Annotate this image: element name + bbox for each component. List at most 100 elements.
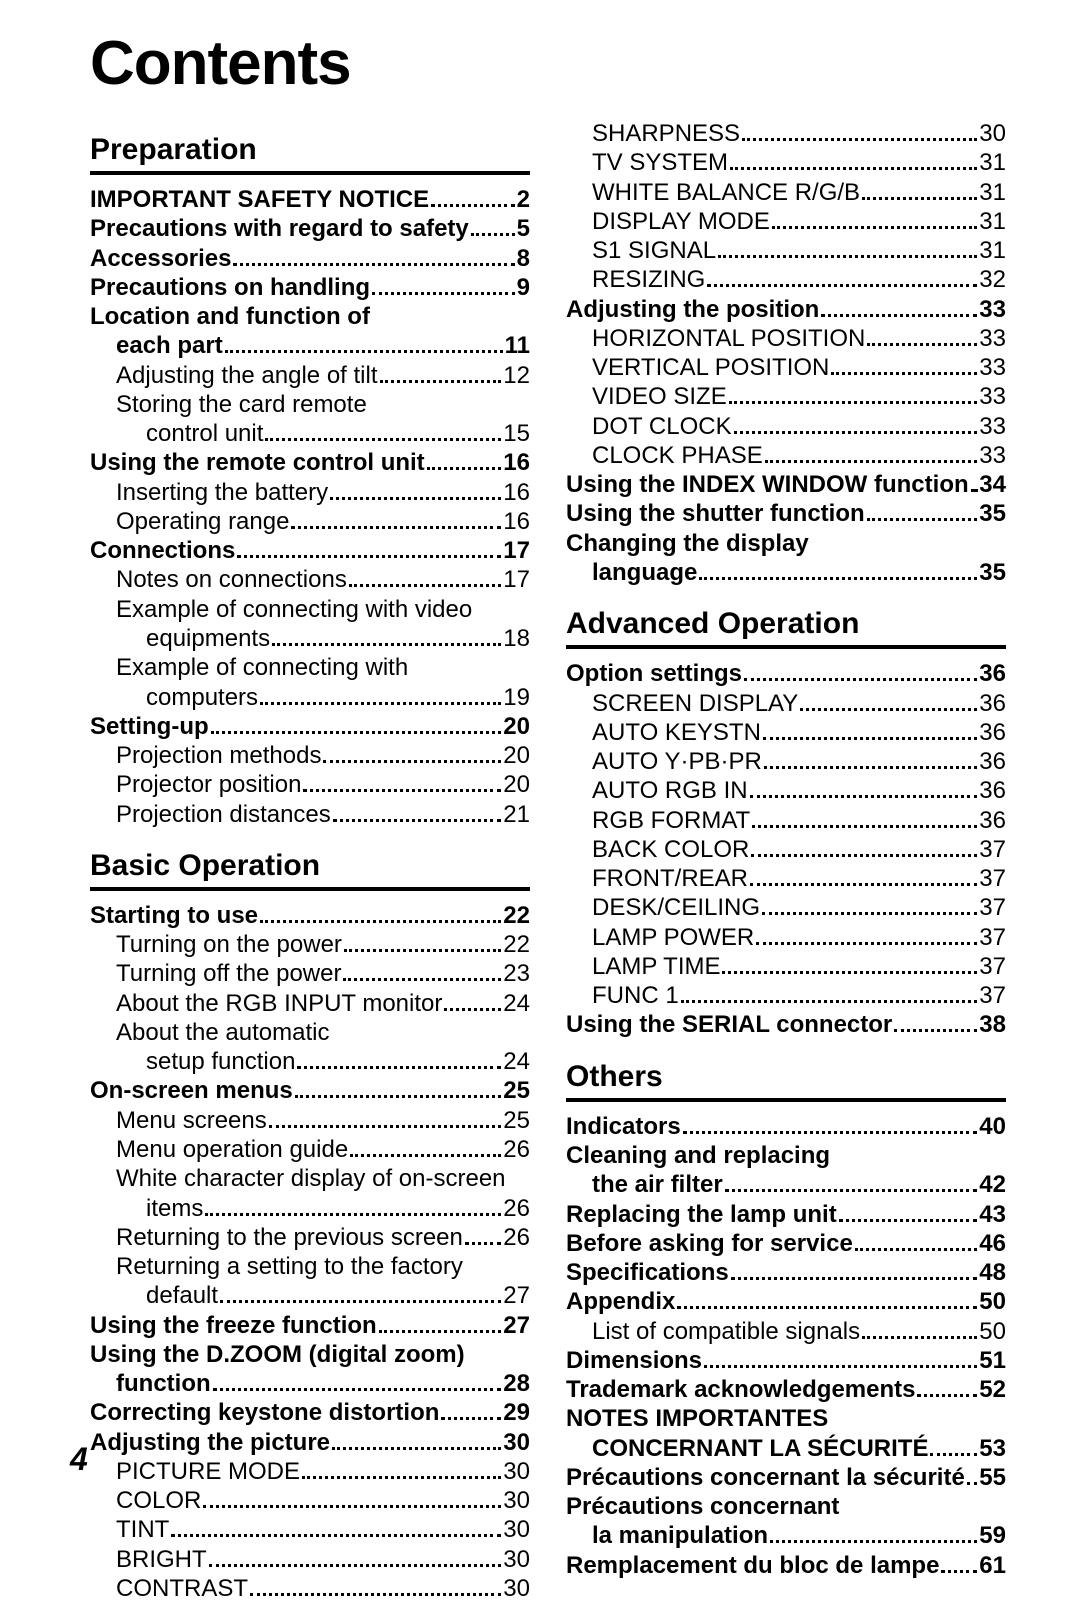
toc-entry: Indicators40 xyxy=(566,1112,1006,1141)
column-left: PreparationIMPORTANT SAFETY NOTICE2Preca… xyxy=(90,113,530,1603)
toc-page: 33 xyxy=(979,295,1006,324)
dot-leader xyxy=(250,1593,501,1596)
toc-label: computers xyxy=(90,683,258,712)
toc-entry: DISPLAY MODE31 xyxy=(566,207,1006,236)
dot-leader xyxy=(718,255,977,258)
toc-entry: Menu screens25 xyxy=(90,1106,530,1135)
toc-page: 2 xyxy=(517,185,530,214)
toc-page: 31 xyxy=(979,178,1006,207)
toc-page: 21 xyxy=(503,800,530,829)
toc-label: the air filter xyxy=(566,1170,723,1199)
toc-entry: CONCERNANT LA SÉCURITÉ 53 xyxy=(566,1434,1006,1463)
toc-line: Location and function of xyxy=(90,302,530,331)
toc-line: Storing the card remote xyxy=(90,390,530,419)
dot-leader xyxy=(704,1365,977,1368)
toc-page: 30 xyxy=(503,1574,530,1603)
toc-entry: Projection methods20 xyxy=(90,741,530,770)
toc-label: Precautions on handling xyxy=(90,273,370,302)
toc-page: 31 xyxy=(979,148,1006,177)
toc-label: Appendix xyxy=(566,1287,675,1316)
dot-leader xyxy=(465,1242,501,1245)
toc-page: 30 xyxy=(503,1545,530,1574)
toc-label: DISPLAY MODE xyxy=(566,207,770,236)
dot-leader xyxy=(209,1564,502,1567)
toc-label: FRONT/REAR xyxy=(566,864,748,893)
toc-label: SCREEN DISPLAY xyxy=(566,689,798,718)
dot-leader xyxy=(930,1453,977,1456)
toc-entry: Using the INDEX WINDOW function34 xyxy=(566,470,1006,499)
toc-entry: DESK/CEILING37 xyxy=(566,893,1006,922)
toc-label: Returning to the previous screen xyxy=(90,1223,463,1252)
toc-entry: Projector position20 xyxy=(90,770,530,799)
toc-entry: LAMP TIME37 xyxy=(566,952,1006,981)
toc-entry: Dimensions51 xyxy=(566,1346,1006,1375)
toc-entry: Connections17 xyxy=(90,536,530,565)
toc-line: Returning a setting to the factory xyxy=(90,1252,530,1281)
toc-page: 48 xyxy=(979,1258,1006,1287)
toc-page: 22 xyxy=(503,930,530,959)
toc-entry: BRIGHT30 xyxy=(90,1545,530,1574)
dot-leader xyxy=(681,1000,978,1003)
dot-leader xyxy=(831,372,977,375)
toc-page: 24 xyxy=(503,989,530,1018)
dot-leader xyxy=(770,1540,977,1543)
toc-page: 40 xyxy=(979,1112,1006,1141)
toc-entry: TV SYSTEM 31 xyxy=(566,148,1006,177)
toc-label: LAMP TIME xyxy=(566,952,720,981)
dot-leader xyxy=(855,1248,978,1251)
toc-page: 5 xyxy=(517,214,530,243)
toc-line: White character display of on-screen xyxy=(90,1164,530,1193)
toc-entry: PICTURE MODE 30 xyxy=(90,1457,530,1486)
toc-page: 28 xyxy=(503,1369,530,1398)
dot-leader xyxy=(752,825,977,828)
toc-entry: default27 xyxy=(90,1281,530,1310)
toc-page: 36 xyxy=(979,806,1006,835)
toc-label: Dimensions xyxy=(566,1346,702,1375)
dot-leader xyxy=(220,1300,501,1303)
toc-label: Turning on the power xyxy=(90,930,342,959)
toc-entry: On-screen menus25 xyxy=(90,1076,530,1105)
toc-entry: SCREEN DISPLAY36 xyxy=(566,689,1006,718)
toc-page: 42 xyxy=(979,1170,1006,1199)
toc-page: 30 xyxy=(503,1457,530,1486)
toc-page: 53 xyxy=(979,1434,1006,1463)
toc-label: Replacing the lamp unit xyxy=(566,1200,837,1229)
toc-entry: language35 xyxy=(566,558,1006,587)
toc-label: About the RGB INPUT monitor xyxy=(90,989,442,1018)
footer-page-number: 4 xyxy=(70,1441,88,1478)
toc-label: default xyxy=(90,1281,218,1310)
toc-entry: Option settings36 xyxy=(566,659,1006,688)
toc-line: About the automatic xyxy=(90,1018,530,1047)
dot-leader xyxy=(323,760,501,763)
dot-leader xyxy=(213,1388,502,1391)
toc-entry: Trademark acknowledgements52 xyxy=(566,1375,1006,1404)
dot-leader xyxy=(203,1505,501,1508)
dot-leader xyxy=(225,350,503,353)
toc-label: LAMP POWER xyxy=(566,923,754,952)
toc-page: 50 xyxy=(979,1287,1006,1316)
toc-entry: Remplacement du bloc de lampe61 xyxy=(566,1551,1006,1580)
toc-label: PICTURE MODE xyxy=(90,1457,300,1486)
toc-page: 37 xyxy=(979,923,1006,952)
toc-entry: SHARPNESS30 xyxy=(566,119,1006,148)
toc-label: Correcting keystone distortion xyxy=(90,1398,439,1427)
dot-leader xyxy=(839,1219,978,1222)
toc-page: 22 xyxy=(503,901,530,930)
toc-page: 30 xyxy=(503,1515,530,1544)
toc-page: 36 xyxy=(979,659,1006,688)
toc-entry: LAMP POWER 37 xyxy=(566,923,1006,952)
toc-page: 19 xyxy=(503,683,530,712)
dot-leader xyxy=(372,292,515,295)
toc-label: TV SYSTEM xyxy=(566,148,728,177)
toc-page: 33 xyxy=(979,324,1006,353)
toc-entry: the air filter 42 xyxy=(566,1170,1006,1199)
toc-label: function xyxy=(90,1369,211,1398)
toc-label: Adjusting the picture xyxy=(90,1428,330,1457)
toc-label: equipments xyxy=(90,624,270,653)
dot-leader xyxy=(260,702,501,705)
toc-entry: Adjusting the angle of tilt12 xyxy=(90,361,530,390)
toc-page: 33 xyxy=(979,353,1006,382)
toc-page: 36 xyxy=(979,718,1006,747)
toc-label: CONCERNANT LA SÉCURITÉ xyxy=(566,1434,928,1463)
toc-line: NOTES IMPORTANTES xyxy=(566,1404,1006,1433)
